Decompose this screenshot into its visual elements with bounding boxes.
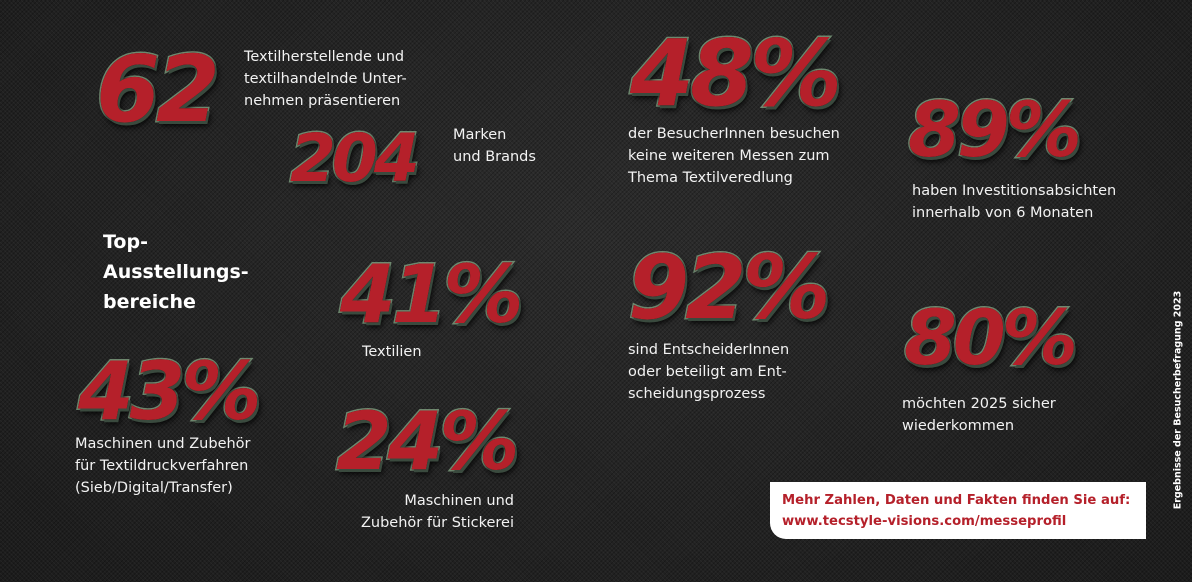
- stat-text-48: der BesucherInnen besuchen keine weitere…: [628, 126, 840, 186]
- stat-number-80: 80%: [903, 293, 1080, 382]
- stat-text-43: Maschinen und Zubehör für Textildruckver…: [75, 436, 251, 496]
- stat-number-89: 89%: [907, 85, 1084, 174]
- stat-number-48: 48%: [628, 20, 843, 127]
- messeprofil-link[interactable]: www.tecstyle-visions.com/messeprofil: [782, 514, 1067, 529]
- stat-text-41: Textilien: [362, 344, 422, 360]
- stat-text-24: Maschinen und Zubehör für Stickerei: [360, 493, 514, 531]
- stat-number-204: 204: [289, 120, 422, 197]
- stat-text-89: haben Investitionsabsichten innerhalb vo…: [912, 183, 1117, 221]
- stat-text-80: möchten 2025 sicher wiederkommen: [902, 396, 1056, 434]
- stat-number-41: 41%: [338, 248, 525, 341]
- more-facts-callout: Mehr Zahlen, Daten und Fakten finden Sie…: [770, 482, 1146, 539]
- stat-text-204: Marken und Brands: [453, 127, 536, 165]
- stat-text-62: Textilherstellende und textilhandelnde U…: [244, 49, 407, 109]
- stat-text-92: sind EntscheiderInnen oder beteiligt am …: [628, 342, 790, 402]
- top-exhibition-areas-heading: Top- Ausstellungs- bereiche: [103, 231, 249, 313]
- stat-number-43: 43%: [76, 345, 263, 438]
- stat-number-92: 92%: [627, 236, 833, 339]
- stat-number-24: 24%: [334, 395, 521, 488]
- stat-number-62: 62: [94, 36, 221, 143]
- survey-source-note: Ergebnisse der Besucherbefragung 2023: [1168, 250, 1188, 550]
- more-facts-text: Mehr Zahlen, Daten und Fakten finden Sie…: [782, 493, 1131, 508]
- survey-source-text: Ergebnisse der Besucherbefragung 2023: [1172, 290, 1184, 510]
